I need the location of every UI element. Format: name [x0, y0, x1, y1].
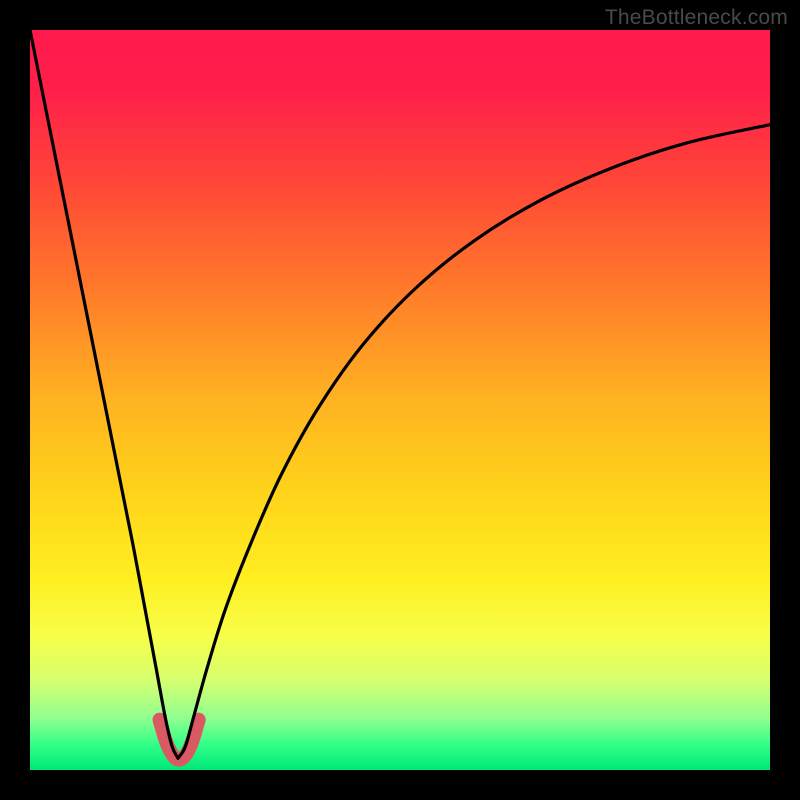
chart-curves-layer	[30, 30, 770, 770]
watermark-text: TheBottleneck.com	[605, 6, 788, 30]
chart-plot-area	[30, 30, 770, 770]
curve-left-branch	[30, 30, 178, 758]
curve-right-branch	[178, 125, 770, 758]
